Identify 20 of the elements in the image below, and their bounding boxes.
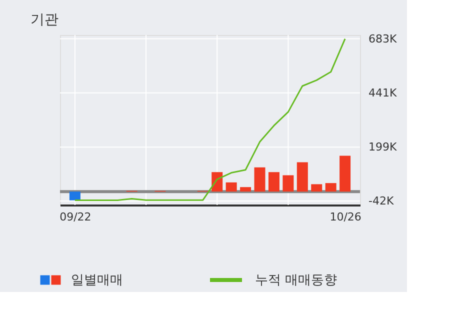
legend-label: 누적 매매동향 bbox=[255, 273, 338, 288]
legend-label: 일별매매 bbox=[71, 273, 123, 288]
y-tick-label: 199K bbox=[368, 140, 398, 154]
bar bbox=[254, 167, 266, 192]
y-tick-label: -42K bbox=[368, 194, 394, 208]
y-tick-label: 683K bbox=[368, 32, 398, 46]
bar bbox=[325, 183, 336, 192]
bar bbox=[311, 184, 322, 192]
bar bbox=[340, 156, 351, 192]
x-tick-label: 09/22 bbox=[60, 210, 92, 224]
y-tick-label: 441K bbox=[368, 86, 398, 100]
bar bbox=[240, 187, 252, 192]
chart-title: 기관 bbox=[30, 12, 58, 28]
line-series bbox=[74, 38, 346, 202]
bar bbox=[282, 175, 294, 192]
bar bbox=[69, 192, 80, 200]
bar bbox=[296, 162, 308, 192]
x-tick-label: 10/26 bbox=[330, 210, 362, 224]
bar bbox=[226, 182, 237, 192]
bar bbox=[268, 172, 280, 192]
